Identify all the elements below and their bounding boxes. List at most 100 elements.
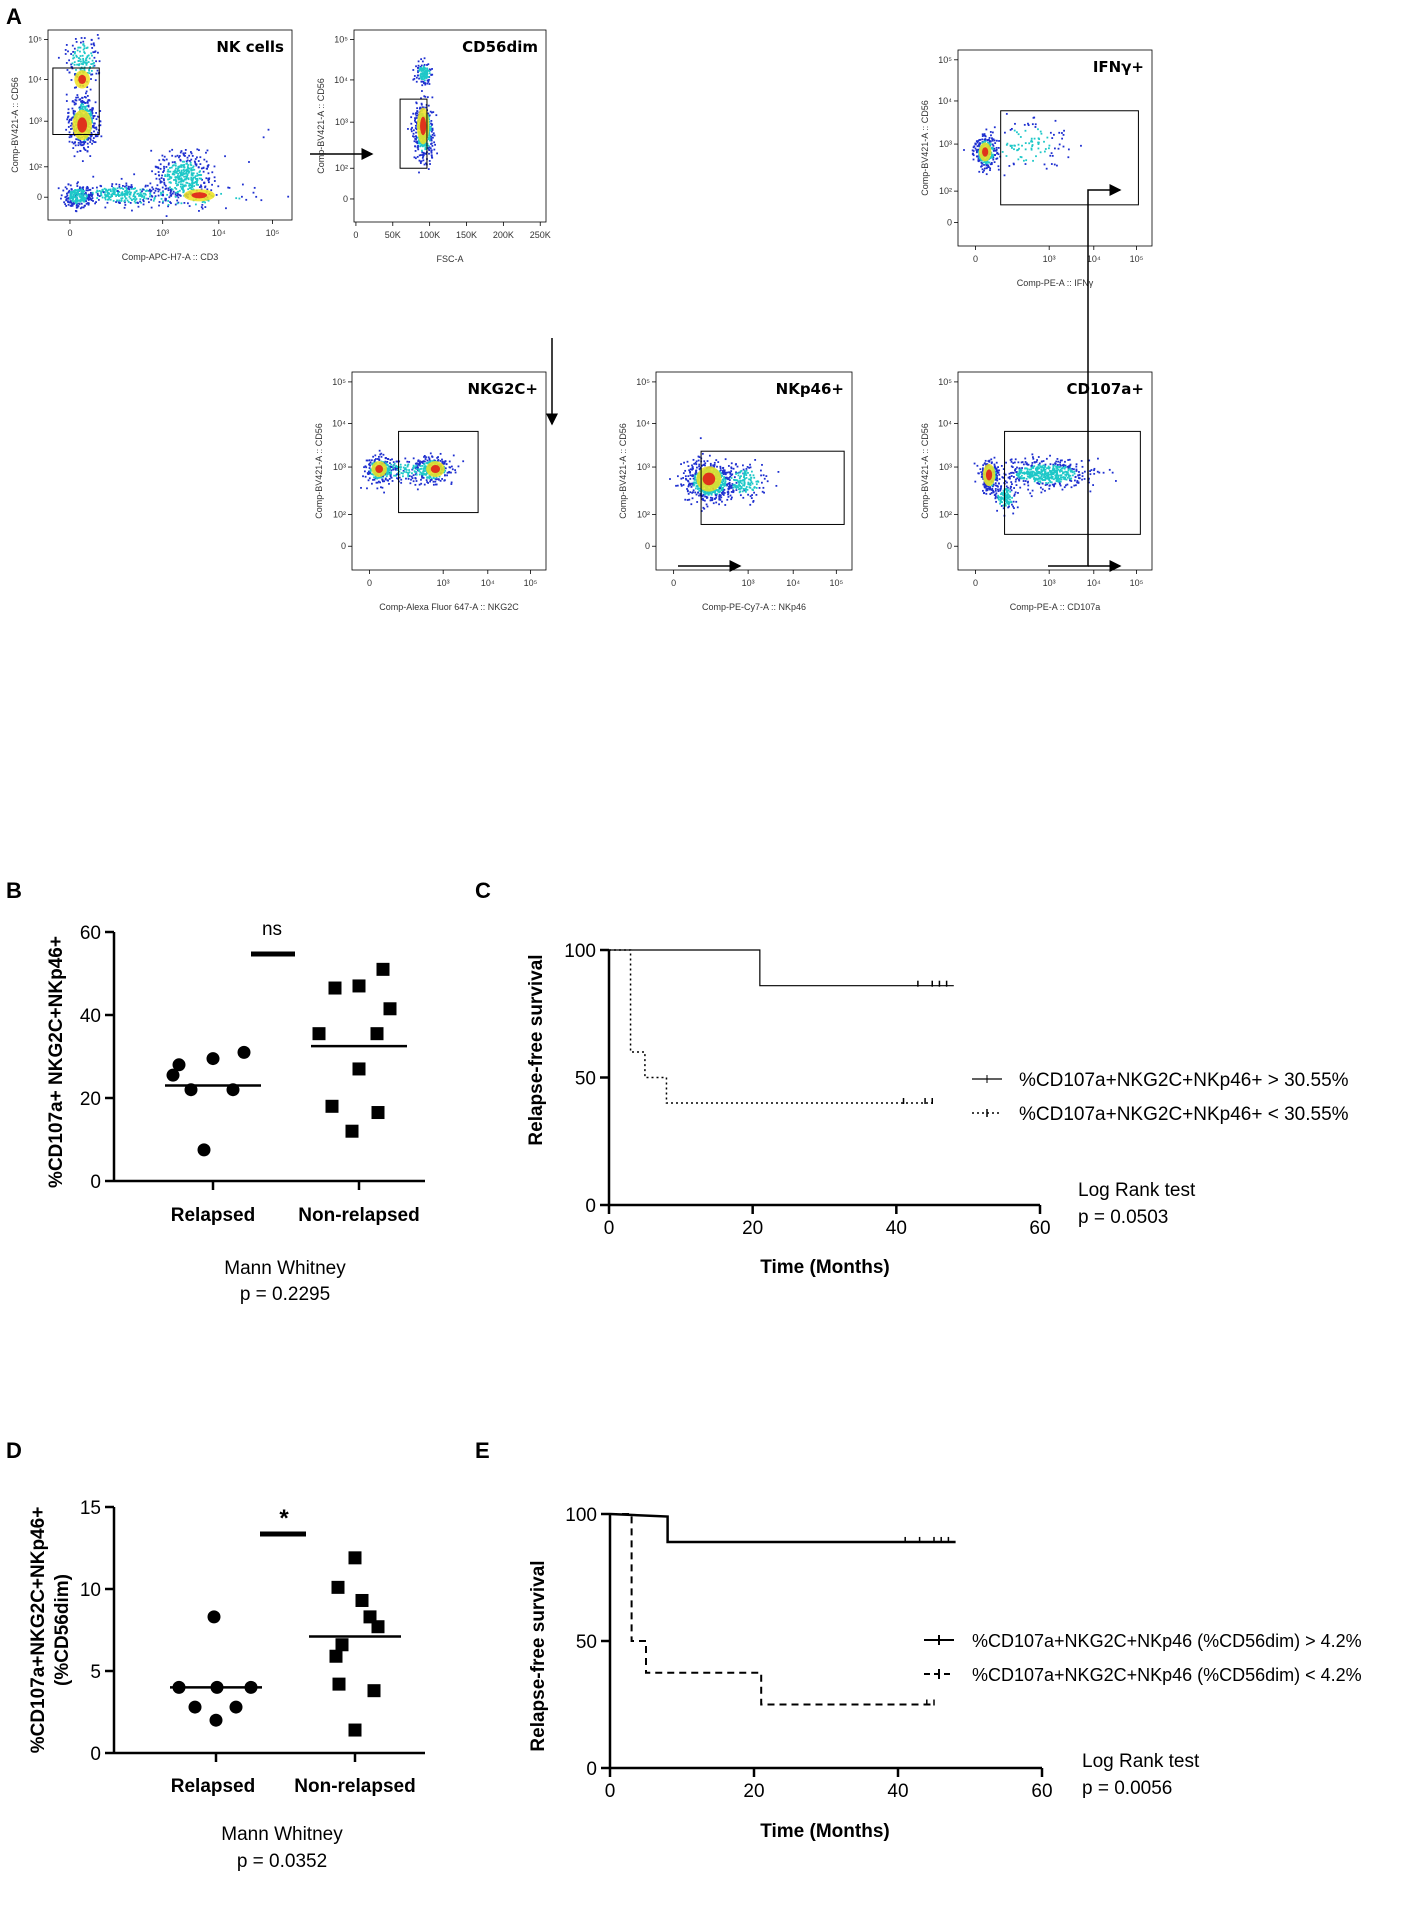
flow-event xyxy=(1060,476,1062,479)
flow-event xyxy=(402,472,404,475)
flow-event xyxy=(175,176,177,179)
flow-event xyxy=(730,462,733,465)
flow-event xyxy=(1057,468,1060,471)
flow-event xyxy=(141,195,143,198)
flow-event xyxy=(179,178,181,180)
flow-event xyxy=(996,157,999,160)
flow-event xyxy=(430,154,433,157)
flow-event xyxy=(1006,142,1009,145)
flow-event xyxy=(1073,484,1076,487)
flow-event xyxy=(1067,467,1070,470)
flow-event xyxy=(91,191,94,194)
flow-event xyxy=(700,494,703,497)
flow-event xyxy=(408,469,410,471)
flow-event xyxy=(125,193,128,196)
flow-event xyxy=(76,63,79,66)
flow-x-axis-label: FSC-A xyxy=(437,254,464,264)
flow-event xyxy=(83,61,86,64)
flow-x-tick-label: 50K xyxy=(385,230,401,240)
flow-x-tick-label: 10⁵ xyxy=(1130,254,1144,264)
flow-event xyxy=(1030,148,1033,151)
flow-event xyxy=(77,181,79,184)
flow-event xyxy=(78,203,81,205)
flow-event xyxy=(429,147,432,150)
flow-event xyxy=(428,152,430,155)
flow-event xyxy=(748,483,751,486)
flow-event xyxy=(68,118,71,121)
flow-event xyxy=(1024,467,1027,470)
flow-event xyxy=(696,473,698,476)
flow-event xyxy=(182,179,185,182)
flow-event xyxy=(723,469,726,472)
flow-event xyxy=(1061,476,1064,479)
flow-event xyxy=(415,473,418,476)
flow-event xyxy=(169,188,172,191)
flow-event xyxy=(428,118,431,121)
flow-event xyxy=(1115,480,1117,482)
flow-event xyxy=(428,125,431,128)
flow-event xyxy=(392,464,395,467)
flow-event xyxy=(1037,466,1039,468)
flow-event xyxy=(403,468,406,471)
flow-event xyxy=(412,474,415,477)
flow-event xyxy=(86,196,89,199)
flow-event xyxy=(253,186,256,189)
flow-event xyxy=(96,190,99,193)
flow-event xyxy=(116,187,119,190)
flow-event xyxy=(402,466,405,469)
flow-event xyxy=(1030,468,1033,471)
flow-event xyxy=(162,158,165,161)
flow-event xyxy=(184,178,187,181)
flow-event xyxy=(714,490,716,493)
flow-event xyxy=(422,460,425,463)
flow-event xyxy=(87,54,90,57)
flow-event xyxy=(696,488,699,490)
flow-title: NKG2C+ xyxy=(467,380,538,398)
flow-event xyxy=(454,469,457,471)
flow-event xyxy=(134,199,137,201)
flow-event xyxy=(1036,470,1038,473)
flow-event xyxy=(722,469,725,472)
flow-event xyxy=(1041,465,1044,468)
flow-event xyxy=(163,165,165,168)
flow-event xyxy=(976,150,979,153)
flow-event xyxy=(88,196,91,199)
flow-event xyxy=(420,77,423,80)
flow-event xyxy=(79,68,82,71)
flow-event xyxy=(431,129,434,131)
flow-event xyxy=(996,475,998,477)
flow-event xyxy=(183,175,186,178)
flow-event xyxy=(719,467,722,470)
flow-event xyxy=(419,162,422,164)
flow-event xyxy=(112,188,114,191)
flow-event xyxy=(430,137,432,140)
flow-event xyxy=(139,198,142,201)
flow-event xyxy=(101,190,104,193)
flow-event xyxy=(188,182,191,185)
flow-event xyxy=(95,112,97,114)
flow-event xyxy=(191,166,194,169)
flow-event xyxy=(1029,492,1032,495)
flow-event xyxy=(693,478,696,481)
flow-event xyxy=(695,478,698,481)
flow-event xyxy=(79,50,81,53)
flow-event xyxy=(176,169,179,171)
flow-event xyxy=(425,69,427,72)
flow-event xyxy=(995,148,998,151)
flow-event xyxy=(188,205,191,207)
flow-event xyxy=(128,195,131,198)
flow-event xyxy=(428,457,431,460)
flow-event xyxy=(176,170,178,173)
flow-event xyxy=(1083,470,1086,473)
flow-event xyxy=(68,136,71,139)
flow-event xyxy=(198,177,201,180)
flow-event xyxy=(430,151,433,154)
flow-event xyxy=(75,202,77,205)
flow-event xyxy=(167,205,169,208)
flow-event xyxy=(718,503,720,506)
flow-event xyxy=(95,201,97,204)
flow-event xyxy=(732,484,735,487)
flow-event xyxy=(1027,122,1029,125)
flow-event xyxy=(381,480,384,483)
flow-x-tick-label: 10⁵ xyxy=(829,578,843,588)
